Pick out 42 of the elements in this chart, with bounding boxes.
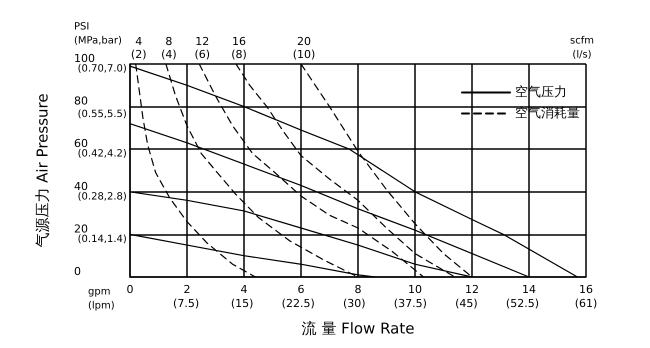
x2-tick-label: (61) — [574, 297, 598, 310]
y2-tick-label: (0.14, — [78, 234, 107, 245]
annotation: 12 (6) — [194, 35, 210, 61]
y3-tick-label: 1.4) — [107, 234, 127, 245]
x2-tick-label: (15) — [230, 297, 254, 310]
y-tick-label: 80 — [74, 94, 88, 108]
y-tick-label: 0 — [74, 265, 81, 278]
y2-tick-label: (0.55, — [78, 109, 107, 120]
x-tick-label: 2 — [184, 283, 190, 296]
y-tick-label: 40 — [74, 180, 88, 193]
y3-tick-label: 5.5) — [107, 109, 127, 120]
text: scfm (l/s) — [570, 36, 594, 60]
x2-tick-label: (52.5) — [506, 297, 539, 310]
x2-tick-label: (7.5) — [173, 297, 200, 310]
x2-tick-label: (45) — [455, 297, 478, 310]
annotation: 4 (2) — [130, 35, 146, 61]
x2-tick-label: (22.5) — [282, 297, 315, 310]
y-tick-label: 100 — [74, 52, 95, 65]
text: gpm (lpm) — [88, 286, 115, 312]
x-tick-label: 10 — [408, 283, 422, 296]
x-tick-label: 14 — [522, 283, 536, 296]
x-tick-label: 4 — [240, 283, 248, 296]
y2-tick-label: (0.42, — [78, 148, 107, 160]
x-axis-title: 流 量 Flow Rate — [302, 320, 414, 338]
x-tick-label: 0 — [126, 283, 134, 296]
annotation: 16 (8) — [231, 35, 247, 61]
x-tick-label: 8 — [354, 283, 362, 296]
y-axis-title: 气源压力 Air Pressure — [34, 93, 52, 248]
y-tick-label: 20 — [74, 222, 88, 236]
x-tick-label: 6 — [298, 283, 304, 296]
x2-tick-label: (30) — [342, 297, 366, 310]
x-tick-label: 12 — [465, 283, 479, 296]
y3-tick-label: 2.8) — [107, 191, 127, 202]
y2-tick-label: (0.70, — [78, 64, 107, 74]
y2-tick-label: (0.28, — [78, 191, 107, 202]
x-tick-label: 16 — [579, 283, 593, 296]
text: PSI (MPa,bar) — [74, 22, 122, 46]
annotation: 20 (10) — [292, 35, 316, 61]
y3-tick-label: 4.2) — [107, 148, 127, 160]
annotation: 8 (4) — [161, 35, 177, 61]
x2-tick-label: (37.5) — [394, 297, 427, 310]
y3-tick-label: 7.0) — [107, 64, 127, 74]
